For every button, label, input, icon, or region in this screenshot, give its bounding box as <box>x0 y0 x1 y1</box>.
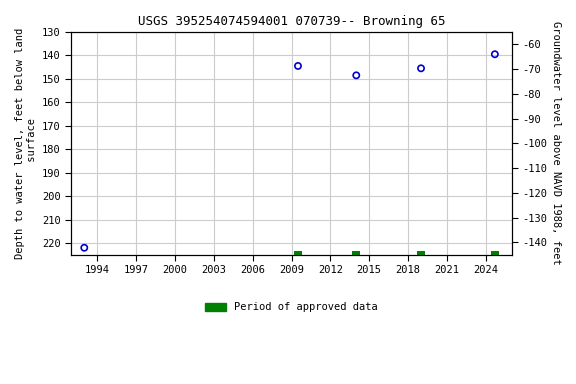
Point <box>352 72 361 78</box>
Y-axis label: Depth to water level, feet below land
 surface: Depth to water level, feet below land su… <box>15 28 37 259</box>
Title: USGS 395254074594001 070739-- Browning 65: USGS 395254074594001 070739-- Browning 6… <box>138 15 445 28</box>
Bar <box>294 251 302 255</box>
Point <box>293 63 302 69</box>
Legend: Period of approved data: Period of approved data <box>201 298 382 316</box>
Bar <box>491 251 499 255</box>
Point <box>79 245 89 251</box>
Y-axis label: Groundwater level above NAVD 1988, feet: Groundwater level above NAVD 1988, feet <box>551 22 561 265</box>
Point <box>416 65 426 71</box>
Bar <box>417 251 425 255</box>
Bar <box>353 251 360 255</box>
Point <box>490 51 499 57</box>
